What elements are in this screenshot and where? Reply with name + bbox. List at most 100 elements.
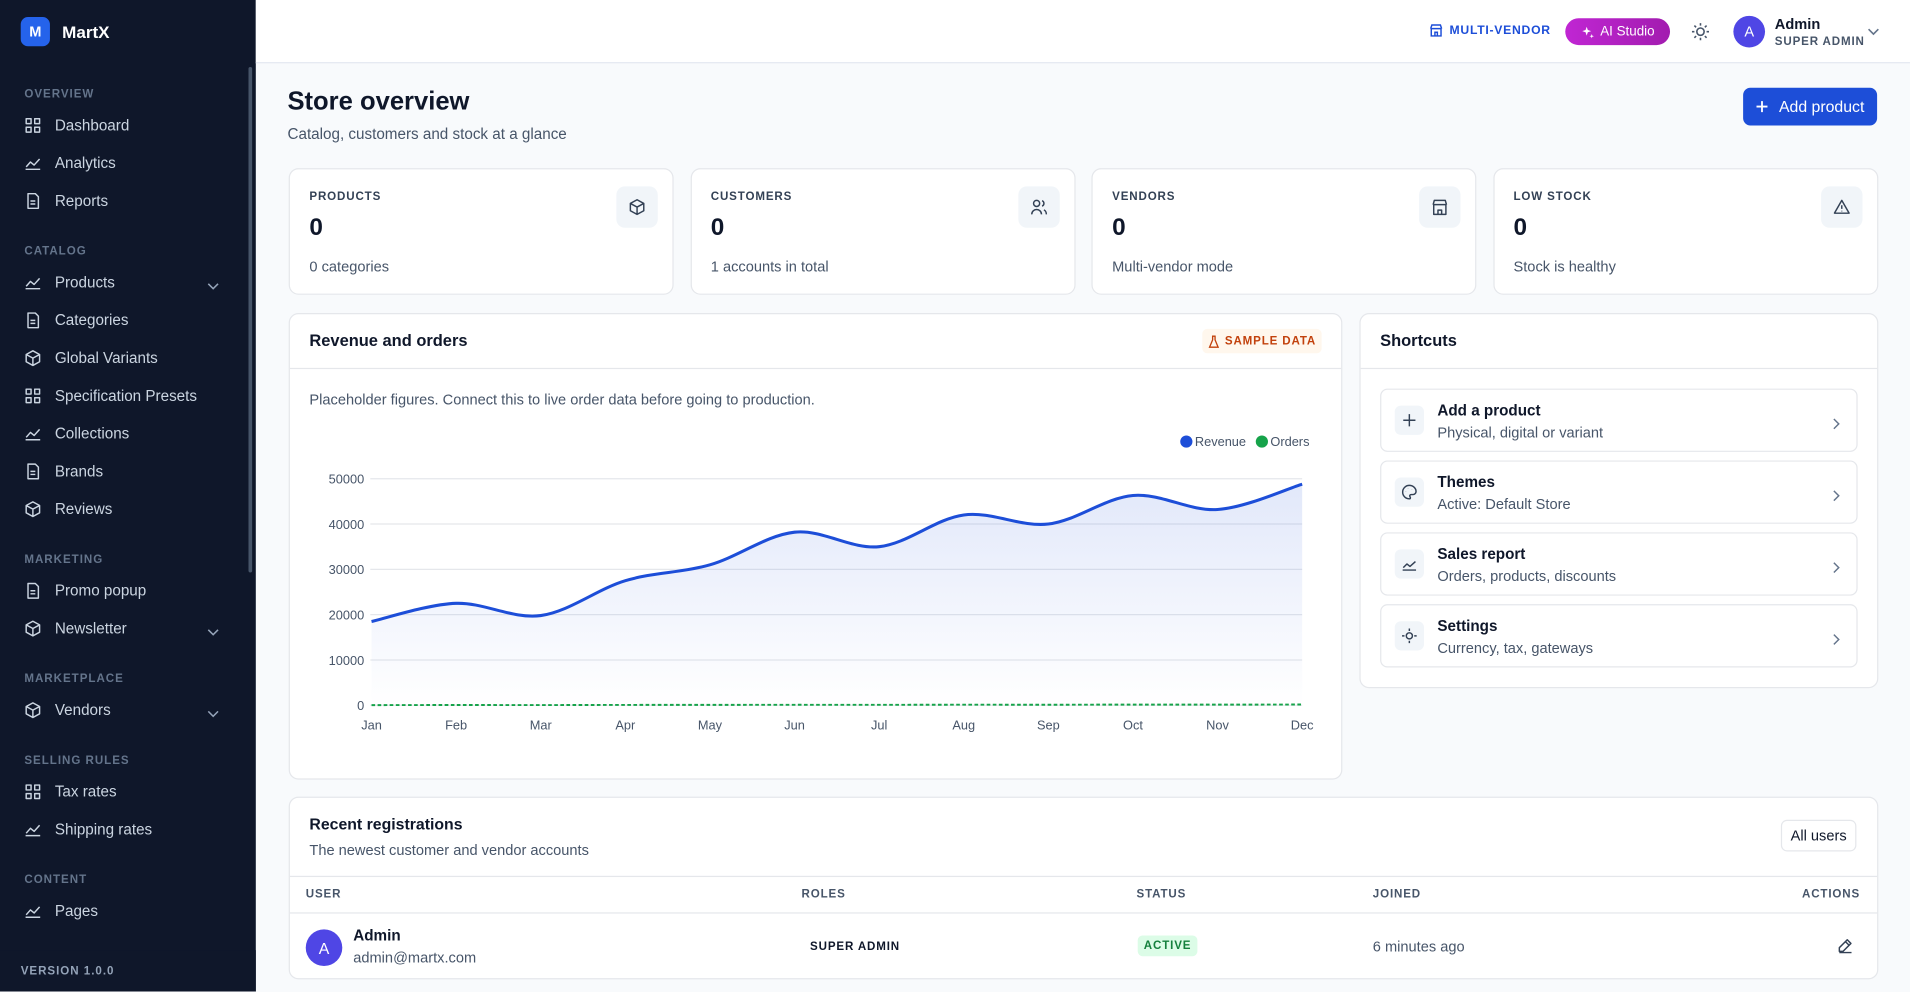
nav-item[interactable]: Analytics (12, 144, 234, 182)
shortcut-subtitle: Orders, products, discounts (1437, 567, 1617, 585)
store-icon (1429, 24, 1443, 37)
stat-note: 1 accounts in total (710, 258, 829, 276)
registrations-subtitle: The newest customer and vendor accounts (309, 841, 589, 859)
x-tick-label: May (698, 718, 723, 733)
shortcut[interactable]: Settings Currency, tax, gateways (1380, 604, 1858, 668)
shortcuts-title: Shortcuts (1380, 331, 1457, 350)
logo: M (20, 17, 50, 47)
nav-item[interactable]: Reports (12, 182, 234, 220)
stat-value: 0 (710, 214, 725, 242)
column-header: USER (305, 888, 342, 902)
shortcut[interactable]: Themes Active: Default Store (1380, 460, 1858, 524)
user-name: Admin (353, 926, 401, 945)
chart-note: Placeholder figures. Connect this to liv… (309, 391, 815, 409)
nav-item[interactable]: Vendors (12, 691, 234, 729)
nav-label: Dashboard (54, 116, 130, 134)
stat-icon (1419, 186, 1461, 228)
ai-studio-button[interactable]: AI Studio (1565, 18, 1671, 46)
nav-item[interactable]: Newsletter (12, 610, 234, 648)
role: SUPER ADMIN (810, 940, 901, 954)
section-label: MARKETPLACE (24, 672, 124, 686)
divider (289, 367, 1342, 370)
icon (629, 199, 645, 216)
shortcut-title: Add a product (1437, 401, 1541, 420)
nav-item[interactable]: Global Variants (12, 339, 234, 377)
nav-item[interactable]: Shipping rates (12, 811, 234, 849)
sample-badge: SAMPLE DATA (1202, 328, 1322, 354)
nav-item[interactable]: Pages (12, 892, 234, 930)
section-label: CONTENT (24, 873, 88, 887)
icon (25, 277, 41, 290)
icon (1402, 561, 1417, 571)
section-label: CATALOG (24, 244, 87, 259)
icon (25, 784, 41, 800)
icon (25, 501, 41, 518)
shortcut-title: Themes (1437, 473, 1495, 491)
nav-label: Shipping rates (54, 821, 153, 839)
stat-note: 0 categories (309, 258, 390, 276)
nav-item[interactable]: Brands (12, 453, 234, 491)
shortcut-icon (1394, 549, 1424, 579)
nav-section: SELLING RULES Tax rates Shipping rates (12, 753, 234, 849)
legend-label: Orders (1270, 434, 1309, 449)
sparkle-icon (1581, 26, 1594, 38)
shortcut-icon (1394, 405, 1424, 435)
page-title: Store overview (287, 87, 470, 116)
nav-label: Brands (54, 462, 104, 480)
nav-label: Pages (54, 902, 99, 920)
nav-item[interactable]: Reviews (12, 490, 234, 528)
area (371, 484, 1303, 706)
chart-card: Revenue and orders SAMPLE DATA Placehold… (288, 313, 1343, 780)
nav-item[interactable]: Categories (12, 301, 234, 339)
ai-label: AI Studio (1600, 24, 1655, 39)
shortcut[interactable]: Sales report Orders, products, discounts (1380, 532, 1858, 596)
nav-item[interactable]: Specification Presets (12, 377, 234, 415)
stat-label: LOW STOCK (1513, 190, 1592, 204)
nav-item[interactable]: Collections (12, 415, 234, 453)
y-tick-label: 50000 (329, 472, 365, 487)
edit-button[interactable] (1837, 937, 1854, 960)
user-menu-chevron[interactable] (1867, 27, 1879, 37)
user-name: Admin (1774, 15, 1821, 33)
shortcut-subtitle: Physical, digital or variant (1437, 423, 1604, 441)
avatar[interactable]: A (1733, 15, 1766, 48)
stat-label: CUSTOMERS (710, 190, 793, 204)
stat-value: 0 (309, 214, 323, 242)
nav-item[interactable]: Tax rates (12, 773, 234, 811)
scrollbar[interactable] (248, 66, 253, 573)
status-badge: ACTIVE (1137, 935, 1198, 957)
plus-icon (1757, 101, 1769, 113)
badge-label: SAMPLE DATA (1224, 334, 1317, 348)
brand[interactable]: M MartX (20, 17, 110, 47)
joined: 6 minutes ago (1372, 937, 1465, 955)
mode-badge[interactable]: MULTI-VENDOR (1429, 23, 1551, 38)
icon (27, 582, 40, 599)
x-tick-label: Mar (530, 718, 553, 733)
add-product-button[interactable]: Add product (1743, 87, 1878, 126)
nav-label: Analytics (54, 154, 116, 172)
stat-icon (616, 186, 658, 228)
nav-item[interactable]: Products (12, 264, 234, 302)
shortcut-subtitle: Active: Default Store (1437, 495, 1571, 513)
shortcut-icon (1394, 621, 1424, 651)
nav-item[interactable]: Promo popup (12, 572, 234, 610)
chevron (1832, 486, 1841, 508)
nav-item[interactable]: Dashboard (12, 107, 234, 145)
theme-toggle[interactable] (1691, 22, 1710, 41)
y-tick-label: 40000 (329, 517, 365, 532)
icon (25, 118, 41, 133)
stat-value: 0 (1513, 214, 1528, 242)
x-tick-label: Jan (361, 718, 382, 733)
nav-section: CONTENT Pages (12, 872, 234, 930)
shortcut[interactable]: Add a product Physical, digital or varian… (1380, 388, 1858, 452)
stat-card: CUSTOMERS 0 1 accounts in total (690, 168, 1075, 295)
y-tick-label: 10000 (329, 653, 365, 668)
icon (25, 702, 41, 719)
legend-swatch (1255, 435, 1268, 448)
all-users-button[interactable]: All users (1780, 819, 1857, 852)
nav-label: Categories (54, 311, 129, 329)
nav-label: Newsletter (54, 620, 127, 638)
stat-note: Stock is healthy (1513, 258, 1616, 276)
column-header: ROLES (801, 888, 846, 902)
x-tick-label: Sep (1037, 718, 1060, 733)
